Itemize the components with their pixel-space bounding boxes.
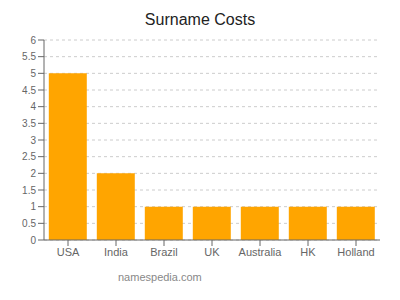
svg-text:2.5: 2.5 — [22, 151, 36, 162]
html-text:namespedia.com: namespedia.com — [118, 271, 202, 283]
svg-text:HK: HK — [300, 246, 316, 258]
svg-text:3: 3 — [30, 135, 36, 146]
svg-text:3.5: 3.5 — [22, 118, 36, 129]
svg-text:5.5: 5.5 — [22, 51, 36, 62]
svg-text:4: 4 — [30, 101, 36, 112]
svg-text:India: India — [104, 246, 129, 258]
html-text:Surname Costs: Surname Costs — [144, 11, 256, 28]
svg-text:0.5: 0.5 — [22, 218, 36, 229]
svg-text:Holland: Holland — [337, 246, 374, 258]
svg-text:4.5: 4.5 — [22, 85, 36, 96]
svg-text:1.5: 1.5 — [22, 185, 36, 196]
svg-text:Australia: Australia — [239, 246, 283, 258]
svg-text:5: 5 — [30, 68, 36, 79]
svg-text:Brazil: Brazil — [150, 246, 178, 258]
svg-text:USA: USA — [57, 246, 80, 258]
svg-text:UK: UK — [204, 246, 220, 258]
svg-text:0: 0 — [30, 235, 36, 246]
svg-text:1: 1 — [30, 201, 36, 212]
svg-text:6: 6 — [30, 35, 36, 46]
svg-text:2: 2 — [30, 168, 36, 179]
